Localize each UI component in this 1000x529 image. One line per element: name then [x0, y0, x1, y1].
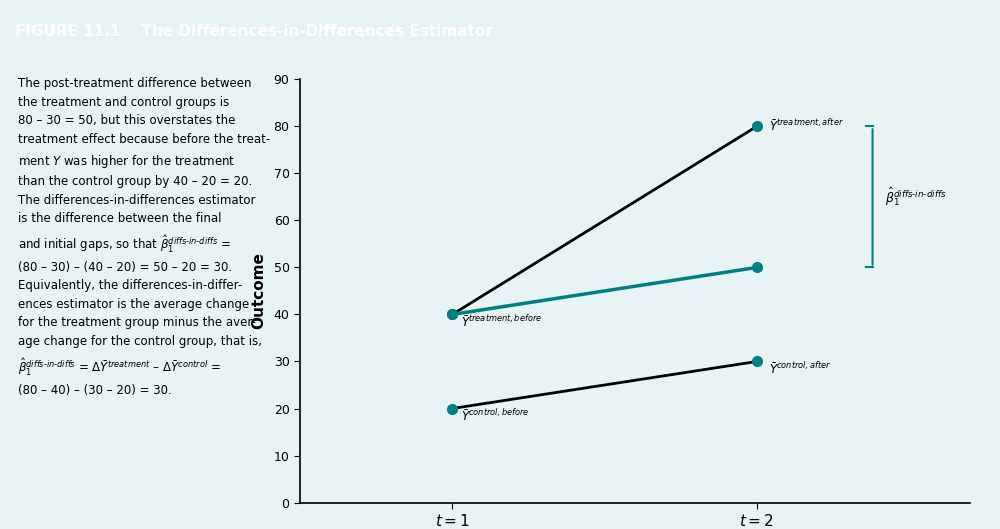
Text: $\bar{Y}^{control,after}$: $\bar{Y}^{control,after}$ — [769, 361, 831, 377]
Text: FIGURE 11.1    The Differences-in-Differences Estimator: FIGURE 11.1 The Differences-in-Differenc… — [15, 24, 493, 39]
Text: $\bar{Y}^{treatment,after}$: $\bar{Y}^{treatment,after}$ — [769, 118, 844, 134]
Text: The post-treatment difference between
the treatment and control groups is
80 – 3: The post-treatment difference between th… — [18, 77, 270, 397]
Text: $\bar{Y}^{control,before}$: $\bar{Y}^{control,before}$ — [461, 408, 530, 424]
Text: $\hat{\beta}_1^{diffs\text{-}in\text{-}diffs}$: $\hat{\beta}_1^{diffs\text{-}in\text{-}d… — [885, 186, 946, 208]
Text: $\bar{Y}^{treatment,before}$: $\bar{Y}^{treatment,before}$ — [461, 314, 543, 331]
Y-axis label: Outcome: Outcome — [252, 252, 267, 330]
